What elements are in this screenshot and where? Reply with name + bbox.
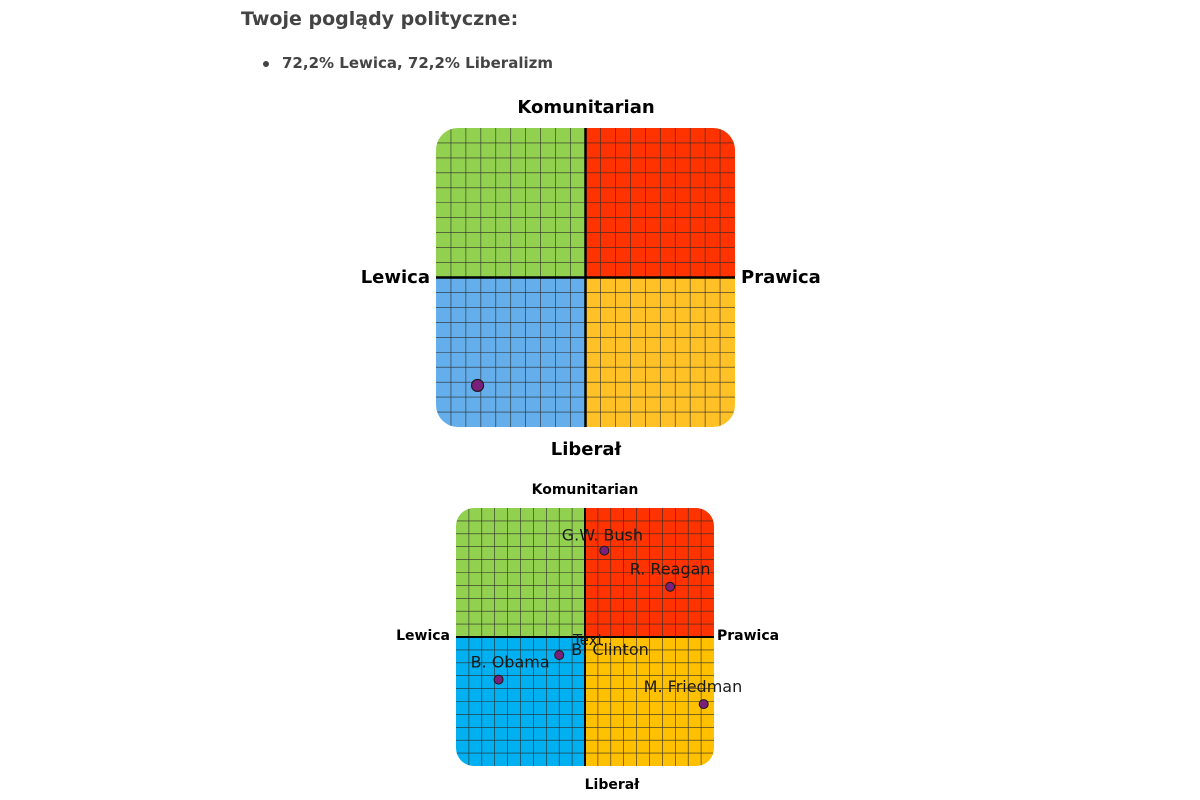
politician-marker xyxy=(493,674,504,685)
stray-text-label: Text xyxy=(572,631,603,649)
axis-label-right: Prawica xyxy=(717,628,779,644)
result-list: 72,2% Lewica, 72,2% Liberalizm xyxy=(260,54,553,72)
axis-label-left: Lewica xyxy=(361,267,430,288)
compass-plot-area xyxy=(436,128,735,427)
political-compass-user: Komunitarian Liberał Lewica Prawica xyxy=(361,97,821,460)
politician-label: M. Friedman xyxy=(644,677,743,696)
politician-label: R. Reagan xyxy=(630,560,711,579)
politician-marker xyxy=(698,699,709,710)
axis-label-top: Komunitarian xyxy=(517,97,654,118)
page-title: Twoje poglądy polityczne: xyxy=(241,8,519,30)
user-position-marker xyxy=(470,378,485,393)
compass-plot-area xyxy=(456,508,714,766)
bullet-icon xyxy=(263,61,269,67)
axis-label-right: Prawica xyxy=(741,267,821,288)
result-item: 72,2% Lewica, 72,2% Liberalizm xyxy=(260,54,553,72)
politician-label: B. Obama xyxy=(471,653,550,672)
axis-label-bottom: Liberał xyxy=(585,777,641,793)
result-text: 72,2% Lewica, 72,2% Liberalizm xyxy=(282,54,553,72)
axis-label-top: Komunitarian xyxy=(532,482,639,498)
politician-marker xyxy=(599,545,610,556)
politician-label: G.W. Bush xyxy=(562,526,643,545)
politician-label: B. Clinton xyxy=(571,640,649,659)
axis-label-bottom: Liberał xyxy=(551,439,623,460)
politician-marker xyxy=(665,581,676,592)
axis-label-left: Lewica xyxy=(396,628,450,644)
politician-marker xyxy=(554,650,565,661)
